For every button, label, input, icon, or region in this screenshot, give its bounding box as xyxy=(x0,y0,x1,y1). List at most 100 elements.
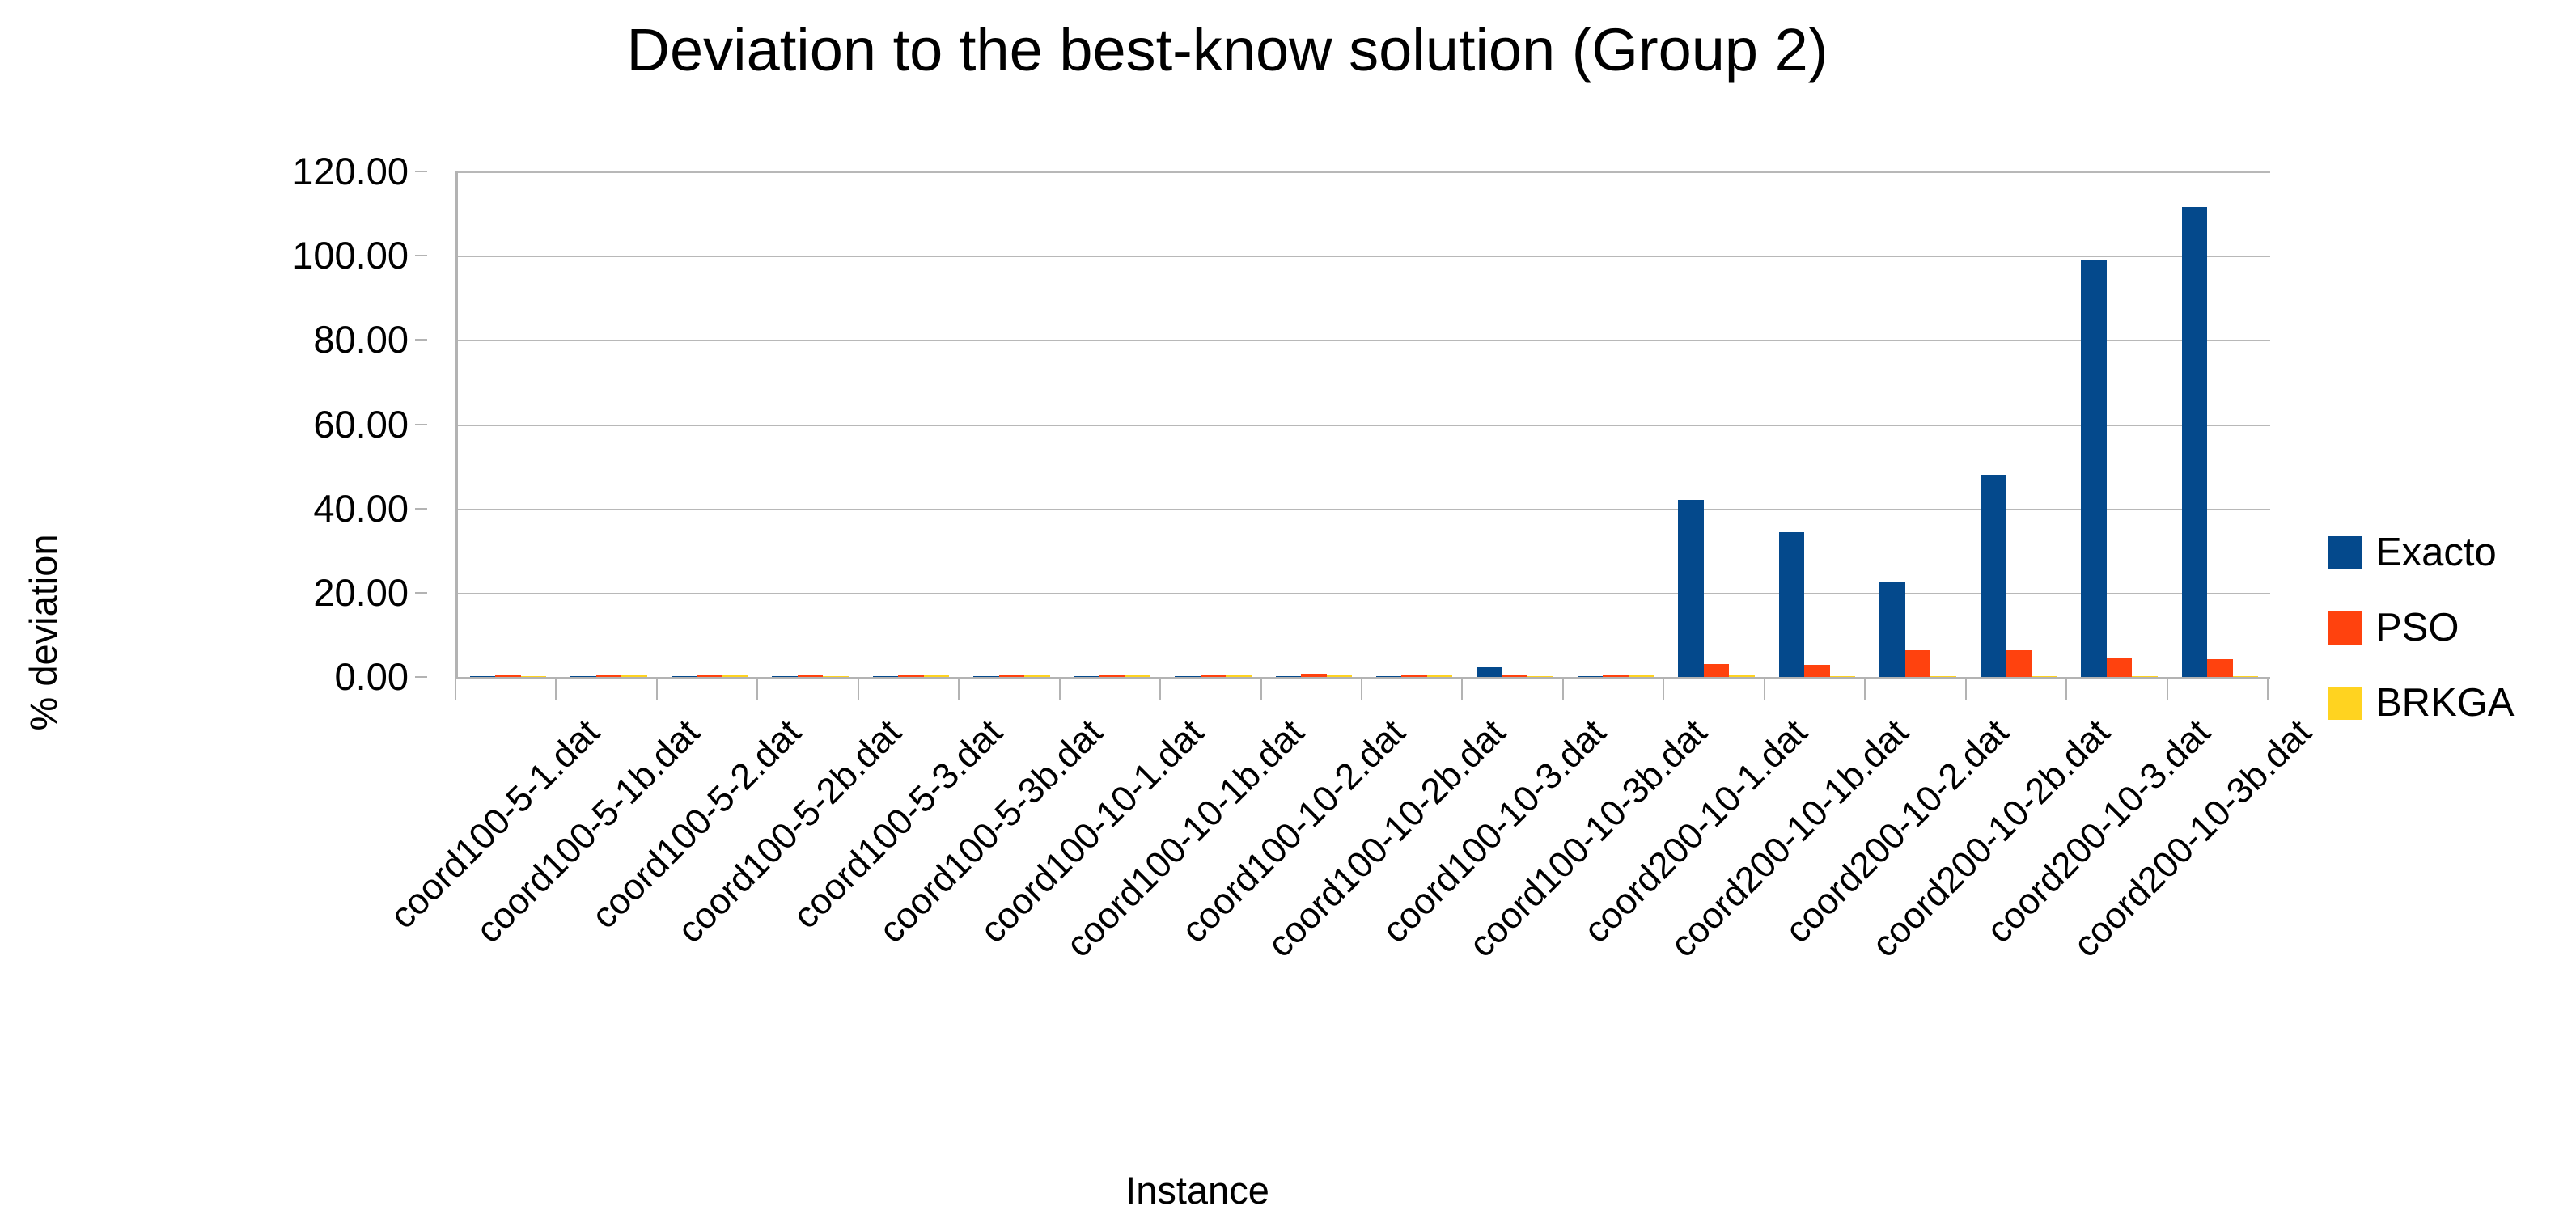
bar-pso xyxy=(1904,650,1931,677)
y-tick-label: 80.00 xyxy=(313,318,409,362)
bar-brkga xyxy=(2031,675,2057,677)
bar-exacto xyxy=(772,675,798,677)
bar-brkga xyxy=(1326,675,1353,677)
plot-area xyxy=(455,171,2270,679)
y-axis-tick-labels: 0.00 20.00 40.00 60.00 80.00 100.00 120.00 xyxy=(0,152,427,696)
bar-exacto xyxy=(1477,667,1502,677)
bar-exacto xyxy=(2181,207,2208,677)
legend-label: Exacto xyxy=(2375,531,2497,574)
legend-label: PSO xyxy=(2375,606,2459,649)
y-tick-label: 0.00 xyxy=(334,655,409,698)
x-tick xyxy=(555,679,557,700)
bar-brkga xyxy=(520,675,547,677)
x-tick xyxy=(1763,679,1765,700)
x-tick xyxy=(1461,679,1464,700)
bar-exacto xyxy=(1678,500,1704,677)
bar-brkga xyxy=(1829,675,1856,677)
bar-exacto xyxy=(1980,475,2006,677)
y-tick-label: 40.00 xyxy=(313,486,409,530)
bar-pso xyxy=(2106,658,2133,677)
bar-brkga xyxy=(1125,675,1151,677)
bar-exacto xyxy=(1275,675,1302,677)
bar-brkga xyxy=(722,675,748,677)
y-tick xyxy=(415,591,427,594)
bar-exacto xyxy=(469,675,496,677)
bar-pso xyxy=(1200,675,1227,677)
gridline-40 xyxy=(458,508,2270,510)
y-tick xyxy=(415,339,427,341)
bar-brkga xyxy=(1426,675,1453,677)
x-axis-category-labels: coord100-5-1.dat coord100-5-1b.dat coord10… xyxy=(0,711,2576,1140)
bar-exacto xyxy=(1879,582,1905,677)
legend-swatch-pso xyxy=(2328,611,2362,645)
bar-pso xyxy=(697,675,722,677)
x-tick xyxy=(756,679,759,700)
x-tick xyxy=(1361,679,1362,700)
gridline-60 xyxy=(458,424,2270,426)
bar-brkga xyxy=(2132,675,2158,677)
bar-brkga xyxy=(923,675,950,677)
x-tick xyxy=(1561,679,1564,700)
chart-title: Deviation to the best-know solution (Gro… xyxy=(626,16,1828,83)
y-tick xyxy=(415,507,427,510)
bar-brkga xyxy=(1729,675,1755,677)
bar-pso xyxy=(1804,665,1830,677)
gridline-100 xyxy=(458,256,2270,258)
bar-brkga xyxy=(621,675,647,677)
bar-pso xyxy=(998,675,1025,677)
legend-swatch-exacto xyxy=(2328,535,2362,569)
x-tick xyxy=(1663,679,1665,700)
bar-exacto xyxy=(1778,531,1805,677)
legend-swatch-brkga xyxy=(2328,686,2362,720)
bar-exacto xyxy=(2081,260,2107,677)
bar-exacto xyxy=(973,675,999,677)
bar-pso xyxy=(898,674,924,677)
x-tick xyxy=(1964,679,1967,700)
y-tick xyxy=(415,171,427,172)
x-tick xyxy=(1260,679,1262,700)
bar-exacto xyxy=(671,675,697,677)
x-tick xyxy=(655,679,658,700)
x-axis-ticks xyxy=(455,679,2270,700)
x-tick xyxy=(2267,679,2269,700)
gridline-20 xyxy=(458,592,2270,594)
gridline-120 xyxy=(458,171,2270,173)
y-tick xyxy=(415,676,427,678)
bar-brkga xyxy=(1527,675,1553,677)
bar-pso xyxy=(1099,675,1125,677)
bar-pso xyxy=(595,675,622,677)
bar-exacto xyxy=(570,675,596,677)
bar-pso xyxy=(1502,675,1528,677)
gridline-80 xyxy=(458,340,2270,342)
bar-brkga xyxy=(1628,675,1654,677)
bar-exacto xyxy=(1074,675,1100,677)
x-tick xyxy=(1058,679,1061,700)
legend-item: BRKGA xyxy=(2328,682,2515,724)
x-tick xyxy=(958,679,960,700)
legend-item: PSO xyxy=(2328,607,2459,649)
bar-pso xyxy=(1703,664,1730,677)
bar-pso xyxy=(1401,675,1427,677)
legend-label: BRKGA xyxy=(2375,681,2515,725)
y-tick-label: 20.00 xyxy=(313,570,409,614)
x-tick xyxy=(2065,679,2068,700)
bar-brkga xyxy=(2232,675,2259,677)
legend-item: Exacto xyxy=(2328,531,2497,573)
bar-pso xyxy=(1603,674,1629,677)
bar-exacto xyxy=(1175,675,1201,677)
y-tick xyxy=(415,255,427,257)
y-tick xyxy=(415,423,427,425)
bar-pso xyxy=(495,675,521,677)
bar-pso xyxy=(2006,649,2032,677)
x-axis-title: Instance xyxy=(1125,1169,1269,1212)
bar-brkga xyxy=(1930,675,1956,677)
bar-exacto xyxy=(1375,675,1402,677)
bar-brkga xyxy=(1024,675,1050,677)
bar-exacto xyxy=(872,675,899,677)
y-tick-label: 60.00 xyxy=(313,402,409,446)
x-tick xyxy=(455,679,456,700)
bar-pso xyxy=(797,675,824,677)
x-tick xyxy=(1864,679,1866,700)
bar-brkga xyxy=(823,675,849,677)
